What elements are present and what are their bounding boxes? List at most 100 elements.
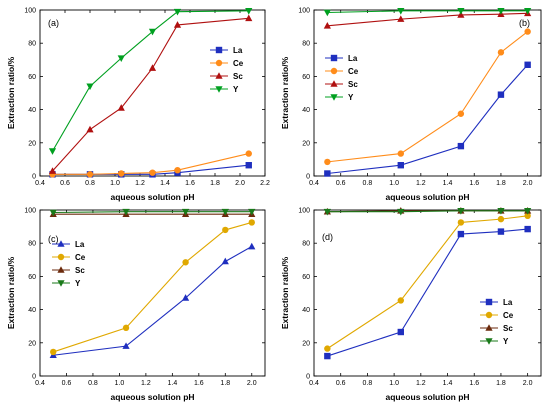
data-point-la: [497, 91, 505, 98]
y-tick-label: 20: [28, 140, 36, 147]
x-tick-label: 2.0: [523, 380, 533, 387]
legend-label: Y: [233, 85, 239, 94]
data-point-ce: [149, 169, 156, 176]
y-axis-label: Extraction ratio/%: [6, 256, 16, 329]
data-point-la: [457, 142, 465, 150]
data-point-ce: [86, 171, 94, 178]
x-tick-label: 2.0: [235, 180, 245, 187]
data-point-la: [181, 294, 190, 301]
x-tick-label: 0.8: [363, 180, 373, 187]
data-point-y: [221, 208, 229, 216]
data-point-la: [497, 228, 505, 235]
legend-marker: [330, 67, 338, 75]
x-tick-label: 1.8: [210, 180, 220, 187]
legend-marker: [485, 338, 493, 345]
data-point-la: [248, 242, 256, 250]
series-line-ce: [52, 153, 249, 175]
x-tick-label: 0.8: [363, 380, 373, 387]
legend-marker: [57, 240, 65, 247]
x-tick-label: 1.6: [185, 180, 195, 187]
data-point-y: [48, 148, 57, 155]
y-tick-label: 60: [28, 274, 36, 281]
legend-label: La: [503, 298, 513, 307]
plot-frame: [313, 209, 542, 377]
x-tick-label: 0.8: [85, 180, 95, 187]
x-tick-label: 1.8: [496, 180, 506, 187]
legend-marker: [330, 54, 338, 62]
data-point-y: [248, 208, 256, 216]
legend-marker: [57, 253, 65, 261]
data-point-y: [148, 28, 157, 36]
series-line-y: [327, 10, 528, 14]
data-point-y: [173, 8, 182, 16]
data-point-y: [397, 208, 405, 216]
panel-b: 0.4 0.6 0.8 1.0 1.2 1.4 1.6 1.8 2.0 0 20 40 60 80 100 a…: [280, 8, 542, 202]
data-point-la: [524, 61, 531, 68]
legend-marker: [215, 72, 223, 79]
series-line-sc: [327, 12, 528, 27]
legend-label: Sc: [503, 324, 513, 333]
data-point-la: [524, 225, 531, 233]
data-point-sc: [173, 21, 182, 28]
y-tick-label: 0: [32, 174, 36, 181]
data-point-ce: [324, 345, 331, 352]
legend-marker: [330, 94, 338, 101]
x-tick-label: 2.0: [247, 380, 257, 387]
panel-label: (d): [322, 232, 333, 242]
x-axis-label: aqueous solution pH: [385, 392, 469, 402]
y-tick-label: 60: [28, 74, 36, 81]
y-axis-label: Extraction ratio/%: [280, 56, 290, 129]
y-tick-label: 100: [298, 8, 310, 15]
x-axis-label: aqueous solution pH: [385, 192, 469, 202]
legend-label: Y: [75, 279, 81, 288]
x-tick-label: 0.4: [35, 180, 45, 187]
legend-label: Ce: [348, 67, 359, 76]
legend-marker: [485, 324, 493, 331]
data-point-ce: [118, 170, 125, 177]
legend-label: La: [348, 54, 358, 63]
y-tick-label: 40: [302, 307, 310, 314]
data-point-ce: [122, 324, 130, 332]
data-point-y: [524, 8, 532, 15]
data-point-la: [324, 170, 331, 177]
x-tick-label: 1.4: [160, 180, 170, 187]
data-point-la: [324, 352, 331, 360]
legend-marker: [57, 280, 65, 287]
data-point-la: [397, 162, 404, 169]
data-point-la: [245, 162, 252, 169]
y-tick-label: 80: [302, 41, 310, 48]
legend-marker: [215, 86, 223, 93]
x-tick-label: 1.0: [389, 180, 399, 187]
legend-label: Y: [348, 93, 354, 102]
x-tick-label: 0.6: [60, 180, 70, 187]
data-point-y: [497, 8, 505, 15]
panel-d: 0.4 0.6 0.8 1.0 1.2 1.4 1.6 1.8 2.0 0 20 40 60 80 100 a…: [280, 207, 542, 402]
plot-frame: [39, 209, 266, 377]
x-tick-label: 1.0: [110, 180, 120, 187]
data-point-sc: [48, 167, 57, 174]
data-point-la: [221, 257, 229, 265]
data-point-y: [181, 208, 190, 216]
x-tick-label: 1.2: [141, 380, 151, 387]
legend-marker: [215, 59, 223, 67]
legend-label: Sc: [75, 266, 85, 275]
y-axis-label: Extraction ratio/%: [280, 256, 290, 329]
x-tick-label: 1.2: [416, 380, 426, 387]
y-tick-label: 0: [306, 374, 310, 381]
legend-marker: [485, 298, 493, 306]
data-point-ce: [245, 150, 252, 157]
data-point-ce: [397, 150, 404, 157]
y-tick-label: 0: [32, 374, 36, 381]
x-tick-label: 1.8: [496, 380, 506, 387]
data-point-ce: [397, 297, 404, 304]
legend-marker: [485, 311, 493, 319]
series-line-ce: [327, 31, 528, 163]
data-point-sc: [323, 21, 331, 29]
panel-a: 0.4 0.6 0.8 1.0 1.2 1.4 1.6 1.8 2.0 2.2 0 20 40 60 80 1…: [6, 8, 270, 203]
data-point-la: [122, 342, 130, 349]
legend-marker: [57, 266, 65, 273]
x-tick-label: 0.8: [88, 380, 98, 387]
x-axis-label: aqueous solution pH: [110, 392, 194, 402]
y-tick-label: 40: [302, 107, 310, 114]
